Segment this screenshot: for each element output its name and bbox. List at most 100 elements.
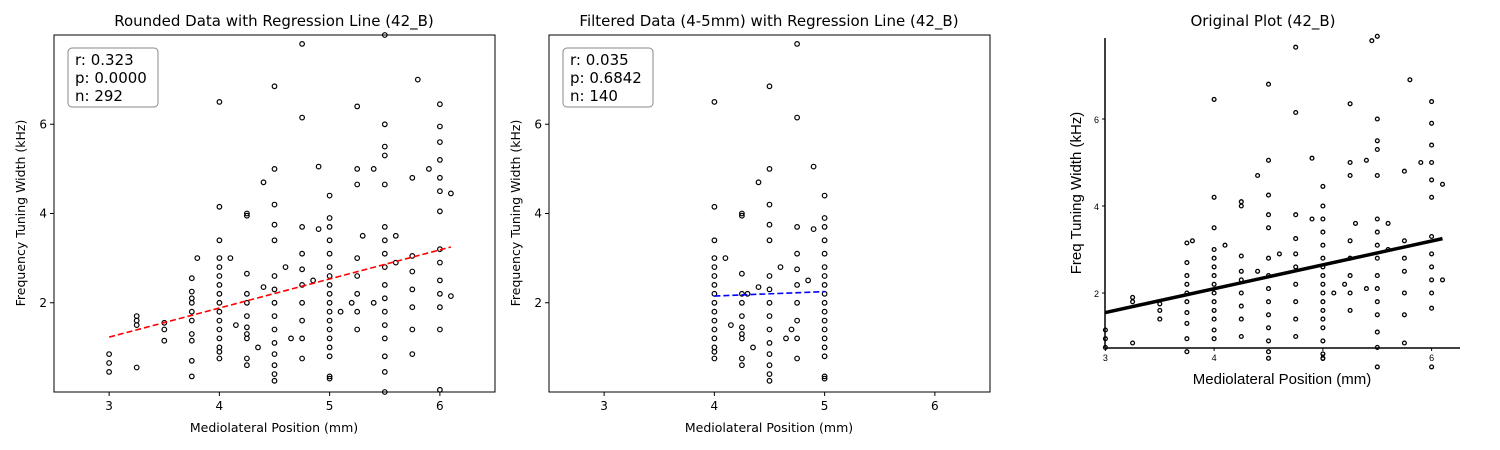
data-point: [315, 163, 322, 170]
data-point: [711, 299, 718, 306]
data-point: [243, 290, 250, 297]
data-point: [326, 335, 333, 342]
y-tick-label: 4: [39, 207, 47, 221]
data-point: [243, 212, 250, 219]
data-point: [1211, 273, 1217, 279]
data-point: [1347, 307, 1353, 313]
data-point: [409, 286, 416, 293]
data-point: [299, 250, 306, 257]
data-point: [437, 188, 443, 195]
data-point: [1265, 286, 1272, 292]
data-point: [1293, 109, 1299, 116]
data-point: [1238, 199, 1244, 205]
data-point: [766, 362, 773, 369]
data-point: [188, 288, 195, 295]
data-point: [739, 210, 745, 217]
data-point: [381, 181, 388, 188]
data-point: [821, 299, 828, 306]
data-point: [1211, 264, 1217, 270]
x-tick-label: 4: [1212, 353, 1217, 363]
data-point: [750, 344, 756, 351]
data-point: [1429, 251, 1435, 257]
data-point: [1429, 120, 1435, 126]
data-point: [821, 237, 828, 244]
data-point: [326, 192, 333, 199]
data-point: [1401, 168, 1407, 174]
data-point: [1401, 238, 1407, 244]
data-point: [299, 335, 306, 342]
data-point: [326, 237, 333, 244]
data-point: [711, 98, 718, 105]
data-point: [739, 355, 745, 362]
data-point: [1265, 157, 1272, 163]
y-axis-ticks: 2 4 6: [39, 117, 54, 310]
data-point: [794, 317, 800, 324]
data-point: [1320, 299, 1326, 305]
data-point: [1320, 351, 1326, 357]
data-point: [1211, 281, 1217, 287]
data-point: [1374, 146, 1380, 153]
data-point: [216, 203, 223, 210]
data-point: [437, 174, 443, 181]
data-point: [1347, 159, 1353, 166]
data-point: [821, 192, 828, 199]
data-point: [271, 299, 278, 306]
data-point: [337, 308, 344, 315]
data-point: [1374, 172, 1380, 179]
data-point: [216, 290, 223, 297]
data-point: [1265, 212, 1272, 218]
data-point: [426, 165, 432, 172]
x-tick-label: 3: [1103, 353, 1108, 363]
data-point: [381, 250, 388, 257]
x-tick-label: 5: [326, 399, 334, 413]
data-point: [243, 331, 250, 337]
data-point: [188, 357, 195, 364]
data-point: [1211, 96, 1217, 102]
x-tick-label: 5: [1320, 353, 1325, 363]
y-tick-label: 6: [1094, 115, 1099, 125]
stats-n: n: 140: [570, 87, 618, 105]
data-point: [288, 335, 294, 342]
scatter-points: [1102, 33, 1446, 370]
data-point: [260, 179, 267, 186]
data-point: [161, 337, 168, 344]
data-point: [1429, 159, 1435, 166]
data-point: [448, 190, 454, 197]
data-point: [821, 273, 828, 279]
data-point: [1184, 320, 1190, 326]
y-tick-label: 6: [39, 117, 47, 131]
data-point: [216, 317, 223, 324]
y-tick-label: 2: [1094, 289, 1099, 299]
regression-line: [108, 246, 452, 338]
data-point: [437, 123, 443, 130]
data-point: [194, 255, 201, 262]
data-point: [1184, 273, 1190, 279]
data-point: [326, 375, 333, 382]
data-point: [133, 364, 140, 371]
data-point: [1374, 216, 1380, 222]
data-point: [1184, 336, 1190, 342]
data-point: [1407, 77, 1413, 83]
data-point: [271, 237, 278, 244]
data-point: [711, 317, 718, 324]
data-point: [216, 282, 223, 288]
data-point: [739, 331, 745, 337]
data-point: [1238, 290, 1244, 296]
stats-p: p: 0.0000: [75, 69, 147, 87]
data-point: [1293, 281, 1299, 287]
data-point: [794, 266, 800, 273]
data-point: [448, 293, 454, 300]
data-point: [271, 201, 278, 208]
data-point: [381, 264, 388, 271]
data-point: [188, 331, 195, 337]
data-point: [821, 335, 828, 342]
data-point: [1429, 194, 1435, 200]
data-point: [271, 351, 278, 358]
data-point: [381, 143, 388, 150]
data-point: [1265, 338, 1272, 344]
data-point: [299, 223, 306, 230]
data-point: [1429, 99, 1435, 105]
data-point: [1374, 273, 1380, 279]
data-point: [437, 139, 443, 146]
